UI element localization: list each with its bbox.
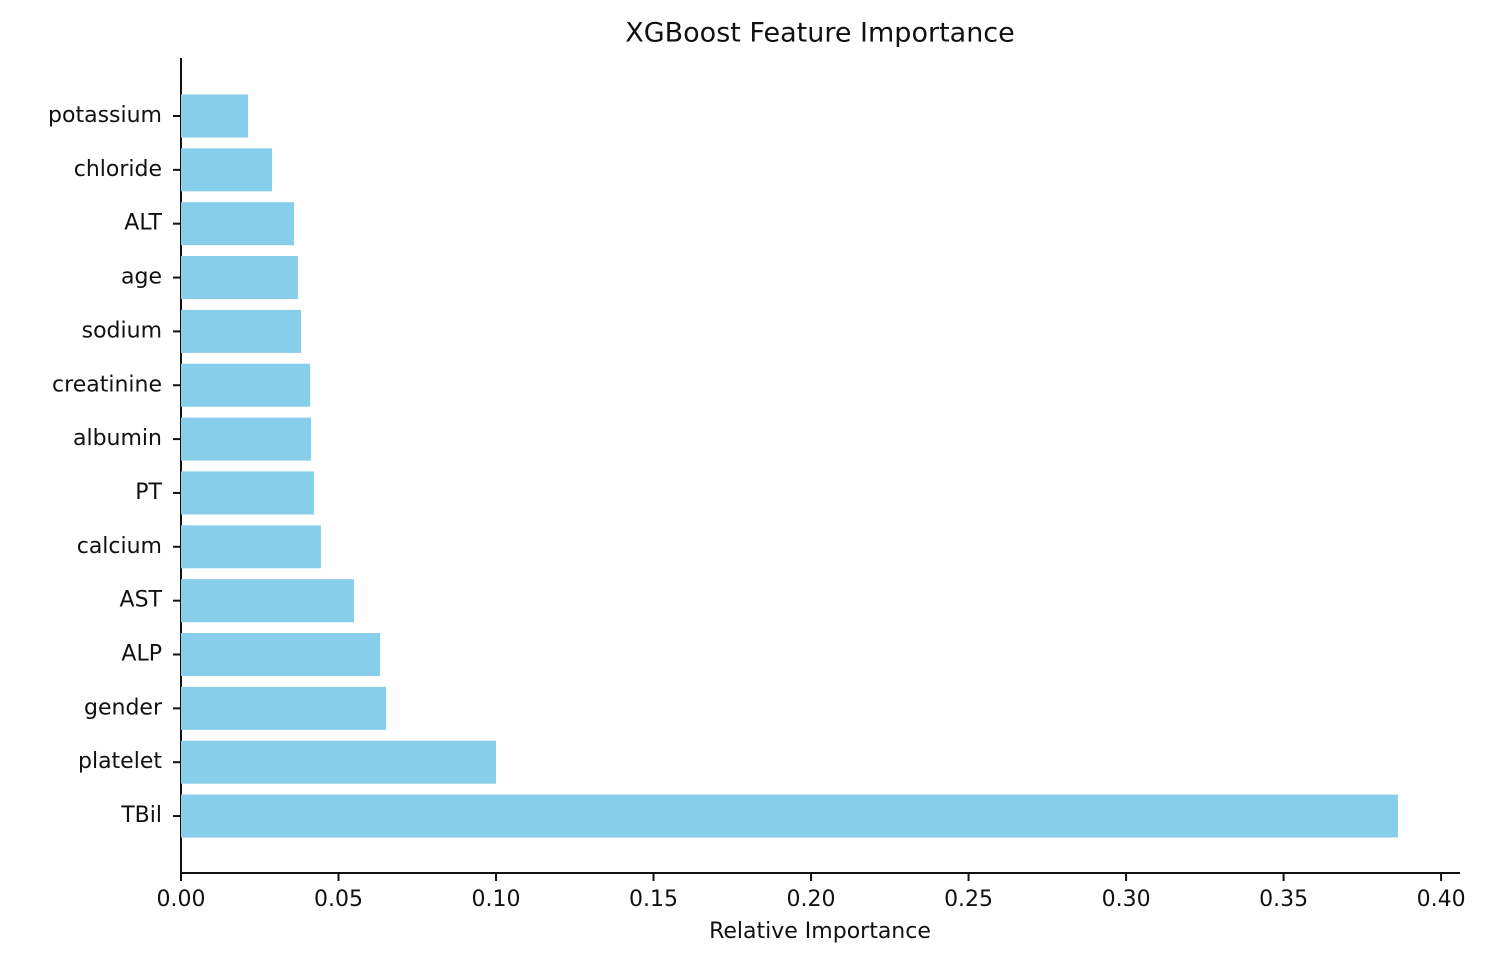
y-tick-label: TBil — [120, 803, 162, 828]
bar — [181, 202, 295, 246]
bar — [181, 633, 381, 676]
bar — [181, 740, 497, 784]
y-tick-label: gender — [84, 695, 163, 720]
bar — [181, 525, 321, 569]
x-tick-label: 0.15 — [629, 887, 678, 912]
bar — [181, 256, 298, 300]
bar — [181, 471, 314, 515]
chart-title: XGBoost Feature Importance — [625, 18, 1015, 49]
y-tick-label: potassium — [48, 103, 162, 128]
bar — [181, 686, 387, 730]
bar — [181, 579, 354, 623]
bar — [181, 363, 311, 407]
y-tick-label: creatinine — [52, 372, 162, 397]
y-tick-label: ALT — [124, 211, 162, 236]
bar — [181, 794, 1398, 838]
x-tick-label: 0.00 — [157, 887, 206, 912]
y-tick-label: PT — [135, 480, 162, 505]
y-tick-label: sodium — [82, 318, 162, 343]
x-tick-label: 0.20 — [787, 887, 836, 912]
x-tick-label: 0.25 — [944, 887, 993, 912]
y-tick-label: chloride — [74, 157, 162, 182]
x-tick-label: 0.05 — [314, 887, 363, 912]
y-tick-label: ALP — [121, 642, 162, 667]
x-axis-label: Relative Importance — [709, 919, 931, 944]
y-tick-label: AST — [120, 588, 163, 613]
x-tick-label: 0.35 — [1259, 887, 1308, 912]
y-tick-label: calcium — [77, 534, 162, 559]
x-tick-label: 0.40 — [1417, 887, 1466, 912]
bar — [181, 94, 249, 138]
bar — [181, 309, 302, 353]
y-tick-label: albumin — [73, 426, 162, 451]
x-tick-label: 0.10 — [472, 887, 521, 912]
y-tick-label: age — [121, 265, 162, 290]
bar — [181, 417, 312, 461]
y-tick-label: platelet — [78, 749, 162, 774]
bar — [181, 148, 273, 192]
x-tick-label: 0.30 — [1102, 887, 1151, 912]
